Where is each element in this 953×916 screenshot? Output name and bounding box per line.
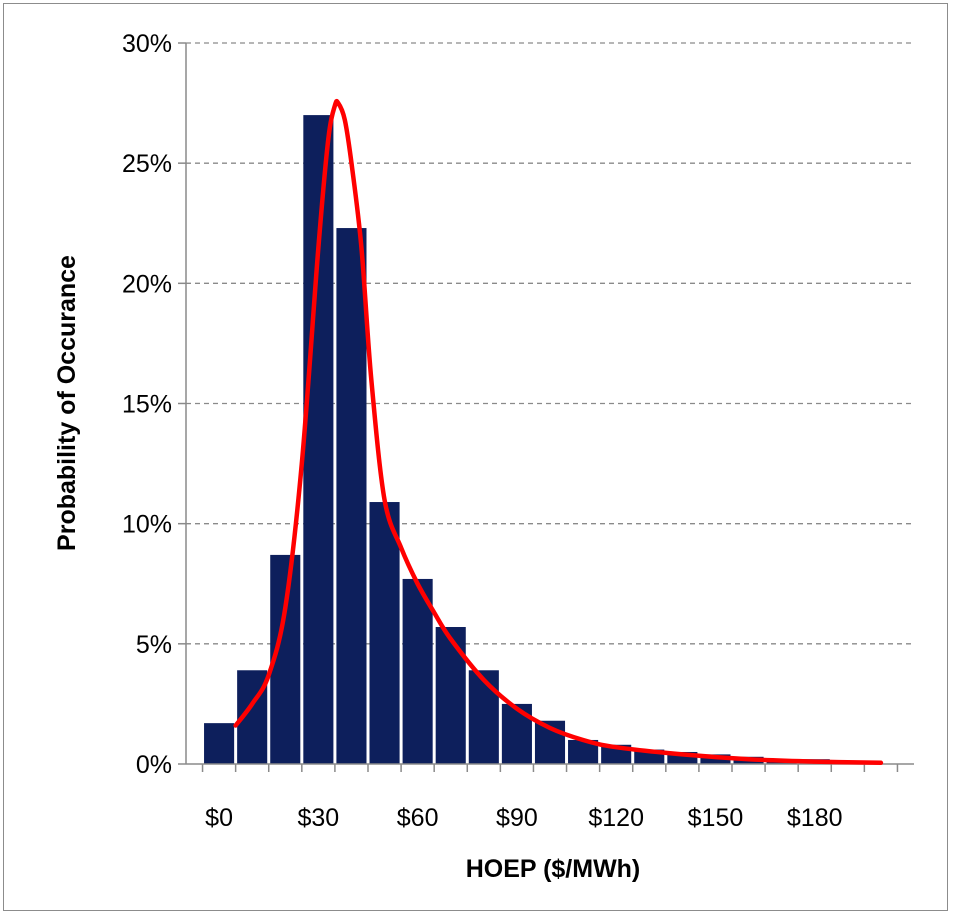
tick-labels: 0% 5% 10% 15% 20% 25% 30% $0 $30 $60 $90 $120 $150 $1…	[122, 30, 843, 832]
x-tick-label-5: $150	[688, 804, 744, 832]
bar-9	[501, 703, 532, 764]
y-tick-label-3: 15%	[122, 391, 172, 419]
x-tick-label-2: $60	[397, 804, 439, 832]
x-tick-label-4: $120	[588, 804, 644, 832]
y-tick-label-2: 10%	[122, 511, 172, 539]
y-tick-label-1: 5%	[136, 631, 172, 659]
bar-6	[402, 578, 433, 764]
bar-4	[336, 228, 367, 765]
y-axis-title: Probability of Occurance	[53, 255, 81, 551]
bar-5	[369, 502, 400, 764]
bar-0	[204, 723, 235, 764]
fitted-curve	[233, 98, 884, 766]
y-tick-label-5: 25%	[122, 150, 172, 178]
gridlines	[186, 42, 914, 645]
y-tick-label-0: 0%	[136, 751, 172, 779]
y-tick-label-4: 20%	[122, 270, 172, 298]
x-tick-label-3: $90	[496, 804, 538, 832]
bar-3	[303, 115, 334, 765]
x-tick-label-1: $30	[298, 804, 340, 832]
bar-7	[435, 627, 466, 764]
x-tick-label-0: $0	[205, 804, 233, 832]
x-axis-title: HOEP ($/MWh)	[466, 855, 641, 883]
y-tick-label-6: 30%	[122, 30, 172, 58]
axes	[178, 42, 914, 772]
x-tick-label-6: $180	[787, 804, 843, 832]
bar-8	[468, 670, 499, 764]
